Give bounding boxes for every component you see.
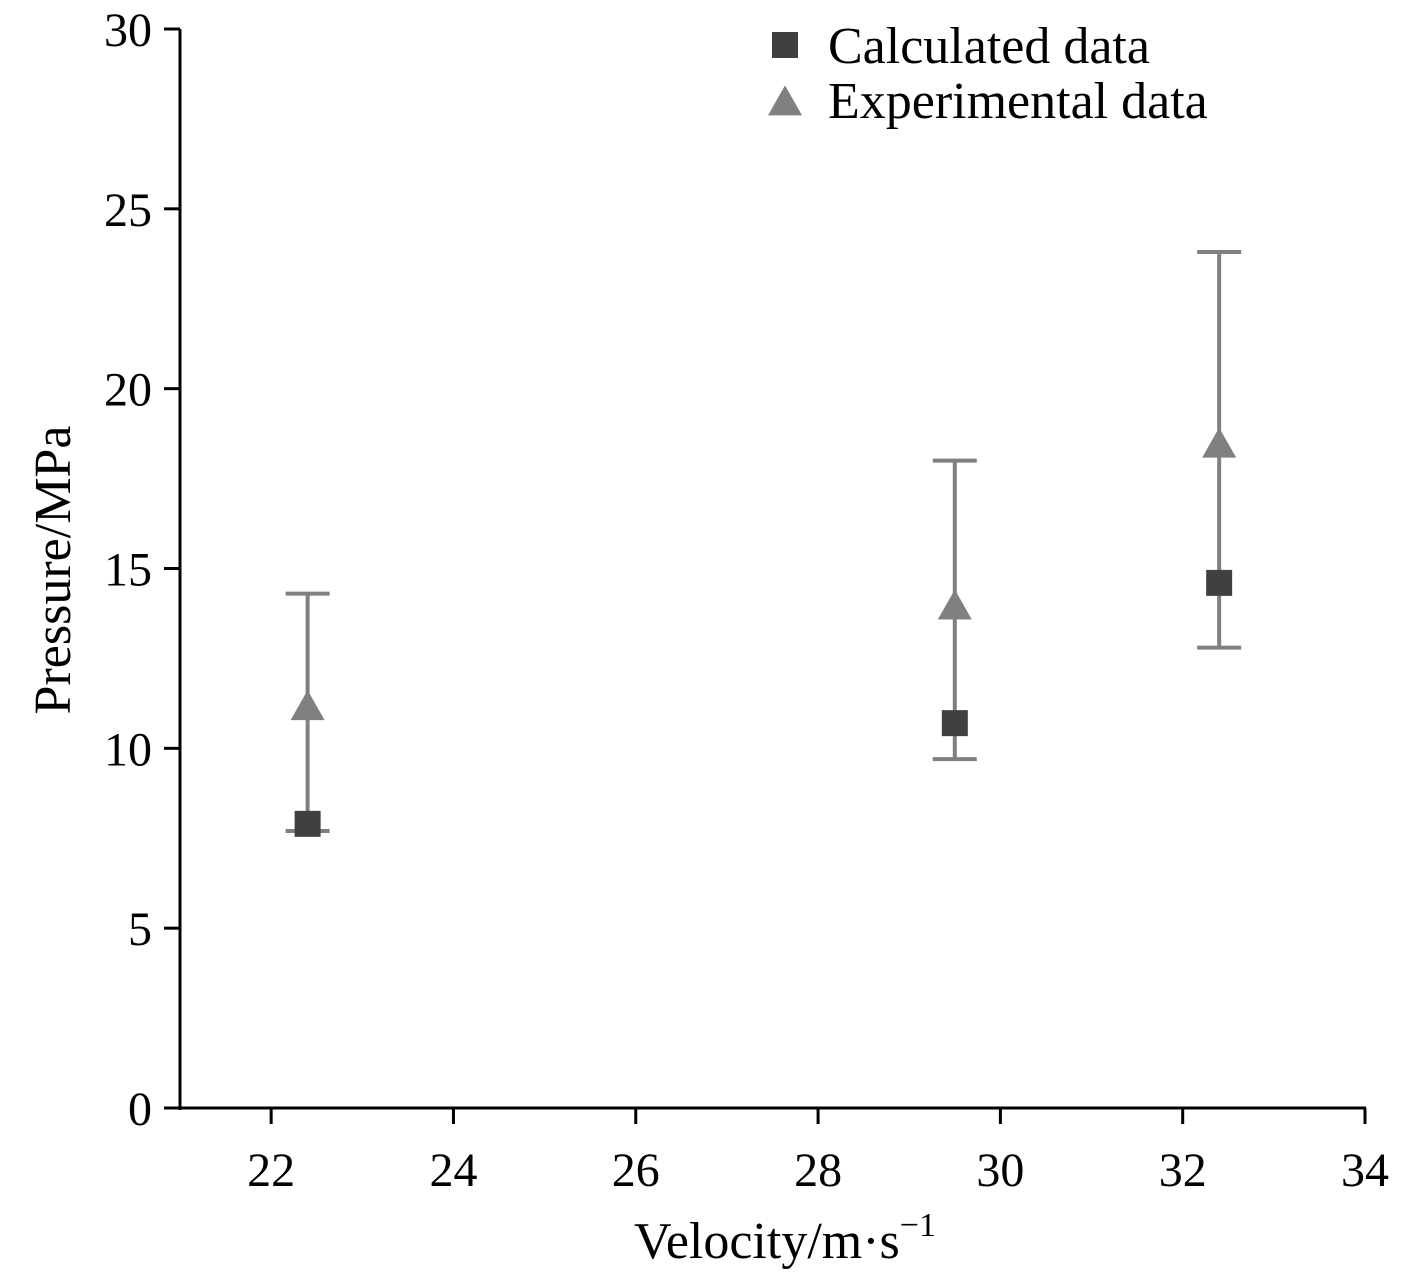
x-tick-label: 28 [794,1144,842,1197]
x-ticks: 22 24 26 28 30 32 34 [247,1108,1389,1197]
x-axis-title-superscript: −1 [900,1207,936,1244]
experimental-data-point [1202,427,1237,458]
markers [290,427,1237,837]
error-bars [285,249,1242,834]
y-tick-label: 0 [128,1083,152,1136]
x-tick-label: 30 [976,1144,1024,1197]
x-axis-title: Velocity/m·s−1 [634,1207,936,1270]
legend-label: Calculated data [828,18,1150,75]
legend-square-marker [772,32,798,58]
y-axis-title: Pressure/MPa [25,426,82,715]
calculated-data-point [1206,569,1233,596]
calculated-data-point [294,810,321,837]
calculated-data-point [941,710,968,737]
x-tick-label: 26 [612,1144,660,1197]
legend-triangle-marker [768,85,802,116]
legend-label: Experimental data [828,73,1208,130]
experimental-data-point [290,690,325,721]
x-tick-label: 34 [1341,1144,1389,1197]
x-tick-label: 24 [429,1144,477,1197]
x-tick-label: 22 [247,1144,295,1197]
y-tick-label: 5 [128,903,152,956]
x-axis-title-main: Velocity/m·s [634,1213,900,1270]
y-tick-label: 25 [104,184,152,237]
experimental-data-point [937,589,972,620]
y-tick-label: 15 [104,544,152,597]
x-tick-label: 32 [1159,1144,1207,1197]
y-tick-label: 20 [104,364,152,417]
y-tick-label: 30 [104,4,152,57]
y-tick-label: 10 [104,723,152,776]
axes [178,29,1366,1110]
y-ticks: 0 5 10 15 20 25 30 [104,4,180,1136]
